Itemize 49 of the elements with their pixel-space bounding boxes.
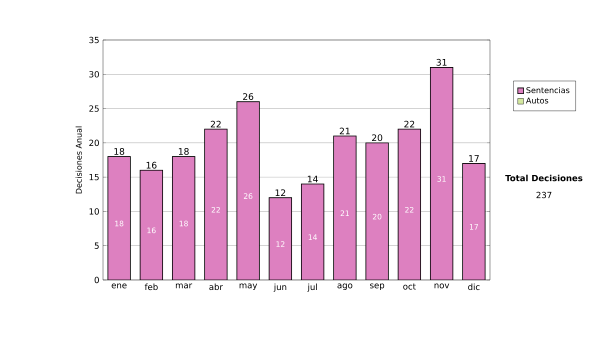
total-label: 31 <box>436 58 447 66</box>
total-label: 26 <box>243 93 254 100</box>
bar <box>462 163 486 280</box>
total-label: 12 <box>276 189 286 196</box>
x-tick-label: jun <box>274 284 286 292</box>
total-label: 21 <box>340 128 350 134</box>
x-tick-label: mar <box>176 284 192 288</box>
total-label: 17 <box>469 155 479 162</box>
bar <box>430 67 453 280</box>
total-label: 22 <box>210 120 221 128</box>
bar <box>108 156 130 280</box>
x-tick-label: jul <box>307 284 317 292</box>
bar <box>334 136 356 280</box>
bar <box>269 198 292 280</box>
total-label: 18 <box>114 148 124 155</box>
total-label: 22 <box>404 120 414 128</box>
y-tick-label: 35 <box>89 36 99 44</box>
y-axis-title: Decisiones Anual <box>76 126 82 194</box>
total-label: 18 <box>178 148 189 155</box>
bar <box>172 156 195 280</box>
y-tick-label: 15 <box>90 174 99 180</box>
text: Total Decisiones <box>505 174 582 182</box>
bar <box>236 102 260 280</box>
total-label: 20 <box>372 134 382 142</box>
x-tick-label: ago <box>337 284 352 290</box>
bar <box>140 170 163 280</box>
bar <box>398 129 421 280</box>
bar <box>366 142 388 280</box>
x-tick-label: may <box>240 284 258 290</box>
legend-label: Sentencias <box>526 87 570 94</box>
x-tick-label: feb <box>144 284 158 290</box>
bar <box>204 129 228 280</box>
x-tick-label: nov <box>434 284 450 288</box>
x-tick-label: sep <box>370 284 384 290</box>
total-label: 14 <box>308 176 318 182</box>
y-tick-label: 25 <box>89 105 99 112</box>
text: 237 <box>536 192 552 198</box>
y-tick-label: 20 <box>89 140 99 146</box>
total-label: 16 <box>146 162 157 169</box>
x-tick-label: oct <box>403 284 416 290</box>
legend-label: Autos <box>526 98 548 104</box>
y-tick-label: 0 <box>94 276 99 284</box>
bar <box>301 184 324 280</box>
y-tick-label: 30 <box>89 71 99 78</box>
x-tick-label: ene <box>112 284 127 288</box>
x-tick-label: abr <box>209 284 223 290</box>
y-tick-label: 5 <box>94 242 99 249</box>
x-tick-label: dic <box>468 284 480 290</box>
y-tick-label: 10 <box>90 208 99 215</box>
